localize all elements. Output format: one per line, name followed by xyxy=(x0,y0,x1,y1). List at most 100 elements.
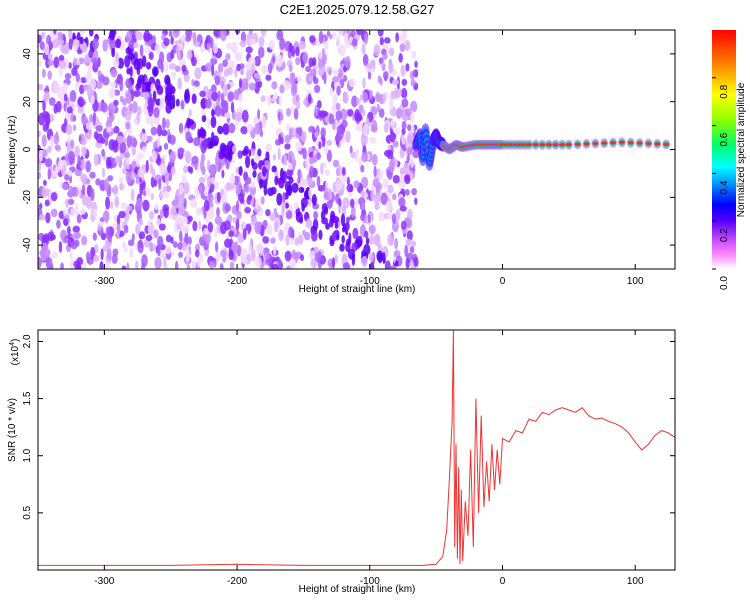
heatmap-cell xyxy=(136,152,144,160)
heatmap-cell xyxy=(302,51,309,65)
heatmap-cell xyxy=(68,62,72,69)
heatmap-cell xyxy=(308,188,313,199)
heatmap-cell xyxy=(257,80,263,88)
heatmap-cell xyxy=(224,238,232,248)
snr-scale-exponent: 4 xyxy=(9,342,16,346)
heatmap-cell xyxy=(166,128,171,136)
heatmap-cell xyxy=(113,99,119,107)
heatmap-cell xyxy=(72,225,80,233)
heatmap-cell xyxy=(321,48,325,55)
heatmap-cell xyxy=(404,244,408,258)
heatmap-cell xyxy=(343,74,348,83)
heatmap-cell xyxy=(316,175,321,187)
heatmap-cell xyxy=(272,55,276,64)
heatmap-cell xyxy=(125,158,131,165)
heatmap-cell xyxy=(123,209,130,222)
heatmap-cell xyxy=(150,83,155,93)
heatmap-cell xyxy=(235,111,243,122)
heatmap-cell xyxy=(269,212,277,221)
heatmap-cell xyxy=(228,249,234,261)
heatmap-cell xyxy=(122,168,127,175)
heatmap-cell xyxy=(337,68,344,79)
heatmap-cell xyxy=(200,152,206,163)
heatmap-cell xyxy=(328,218,334,228)
heatmap-cell xyxy=(326,200,333,209)
heatmap-cell xyxy=(343,32,349,45)
heatmap-cell xyxy=(230,173,236,186)
heatmap-cell xyxy=(351,253,356,266)
heatmap-cell xyxy=(339,78,345,89)
heatmap-cell xyxy=(103,178,110,191)
heatmap-cell xyxy=(400,64,406,77)
heatmap-cell xyxy=(228,122,236,134)
heatmap-cell xyxy=(354,108,360,122)
heatmap-cell xyxy=(286,123,290,132)
heatmap-cell xyxy=(241,109,249,123)
heatmap-cell xyxy=(379,77,383,86)
heatmap-cell xyxy=(42,179,47,186)
heatmap-cell xyxy=(110,68,118,78)
heatmap-cell xyxy=(208,260,216,269)
heatmap-cell xyxy=(141,145,147,154)
heatmap-cell xyxy=(399,205,407,212)
heatmap-cell xyxy=(150,176,156,188)
heatmap-cell xyxy=(392,174,400,184)
heatmap-cell xyxy=(371,153,378,166)
heatmap-cell xyxy=(214,75,221,86)
heatmap-cell xyxy=(279,37,286,51)
heatmap-cell xyxy=(158,223,166,231)
heatmap-cell xyxy=(389,131,396,143)
heatmap-cell xyxy=(85,160,92,173)
heatmap-cell xyxy=(119,95,124,103)
heatmap-cell xyxy=(212,135,219,146)
heatmap-cell xyxy=(257,148,262,157)
heatmap-cell xyxy=(398,197,406,207)
heatmap-cell xyxy=(368,252,375,262)
heatmap-cell xyxy=(178,122,184,134)
heatmap-cell xyxy=(376,103,380,113)
heatmap-cell xyxy=(207,118,211,129)
heatmap-cell xyxy=(126,163,131,171)
heatmap-cell xyxy=(271,263,279,269)
heatmap-cell xyxy=(315,152,321,160)
heatmap-cell xyxy=(116,135,124,144)
heatmap-cell xyxy=(165,245,172,255)
heatmap-cell xyxy=(291,249,297,261)
heatmap-cell xyxy=(61,45,70,55)
heatmap-cell xyxy=(592,142,599,145)
heatmap-cell xyxy=(283,154,288,167)
heatmap-cell xyxy=(362,53,369,66)
heatmap-cell xyxy=(163,255,167,268)
heatmap-cell xyxy=(200,43,205,54)
heatmap-cell xyxy=(104,136,109,147)
heatmap-cell xyxy=(163,190,170,199)
heatmap-cell xyxy=(235,89,240,100)
heatmap-cell xyxy=(277,147,281,161)
heatmap-cell xyxy=(68,30,73,41)
heatmap-cell xyxy=(199,90,206,98)
heatmap-cell xyxy=(102,76,110,86)
colorbar-tick-label: 0.6 xyxy=(719,132,730,146)
heatmap-cell xyxy=(207,193,214,203)
heatmap-cell xyxy=(153,106,160,118)
heatmap-cell xyxy=(362,91,369,104)
figure-title: C2E1.2025.079.12.58.G27 xyxy=(280,2,435,17)
heatmap-cell xyxy=(163,37,170,47)
heatmap-cell xyxy=(77,155,82,168)
heatmap-cell xyxy=(97,224,102,231)
heatmap-cell xyxy=(214,162,220,172)
heatmap-cell xyxy=(58,54,65,62)
heatmap-cell xyxy=(86,197,92,210)
heatmap-cell xyxy=(345,130,351,143)
heatmap-cell xyxy=(411,188,418,196)
heatmap-cell xyxy=(55,100,62,113)
heatmap-cell xyxy=(131,146,137,156)
heatmap-cell xyxy=(412,150,420,159)
heatmap-cell xyxy=(406,146,414,156)
heatmap-cell xyxy=(126,135,132,148)
heatmap-cell xyxy=(50,192,58,202)
heatmap-cell xyxy=(545,143,552,147)
heatmap-cell xyxy=(325,222,330,230)
heatmap-cell xyxy=(295,46,300,57)
heatmap-cell xyxy=(262,236,270,244)
